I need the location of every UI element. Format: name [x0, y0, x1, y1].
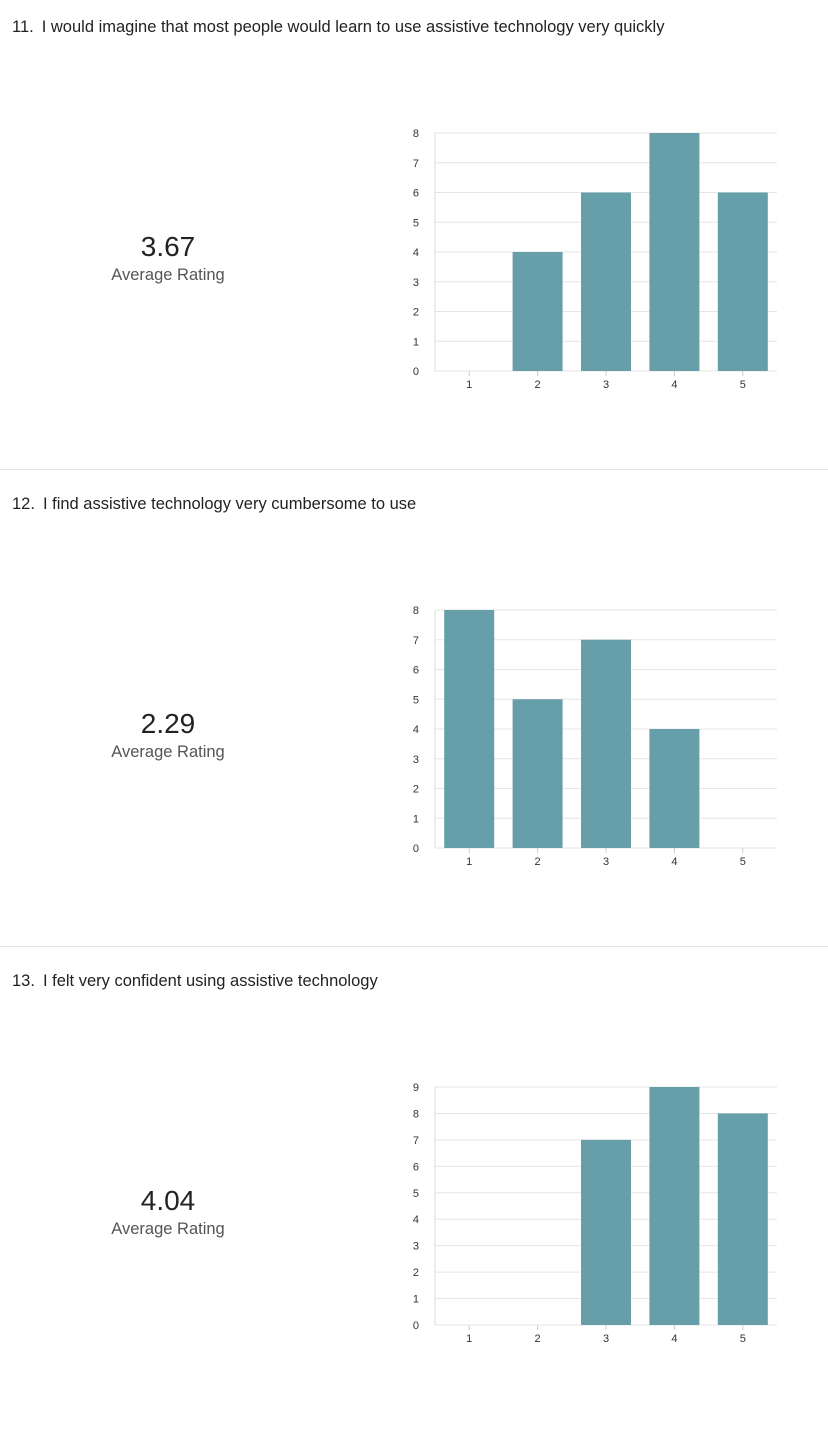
- y-tick-label: 7: [413, 158, 419, 170]
- question-number: 12.: [12, 495, 35, 513]
- average-value: 2.29: [140, 708, 196, 739]
- x-tick-label: 1: [466, 856, 472, 868]
- y-tick-label: 5: [413, 1188, 419, 1200]
- y-tick-label: 7: [413, 1135, 419, 1147]
- x-tick-label: 2: [535, 379, 541, 391]
- average-label: Average Rating: [111, 266, 225, 284]
- bar: [717, 192, 768, 371]
- bar: [649, 1087, 700, 1325]
- bar-chart-svg: 0 1 2 3 4 5 6 7 8 1 2 3 4 5: [413, 128, 777, 391]
- y-tick-label: 4: [413, 247, 419, 259]
- average-rating: 3.67 Average Rating: [68, 230, 268, 286]
- average-rating: 2.29 Average Rating: [68, 707, 268, 763]
- bar: [512, 699, 563, 848]
- y-tick-label: 2: [413, 307, 419, 319]
- question-13: 13. I felt very confident using assistive…: [0, 954, 828, 1431]
- x-tick-label: 5: [740, 1333, 746, 1345]
- average-rating: 4.04 Average Rating: [68, 1184, 268, 1240]
- bar: [717, 1113, 768, 1325]
- x-tick-label: 1: [466, 1333, 472, 1345]
- x-tick-label: 3: [603, 856, 609, 868]
- y-tick-label: 1: [413, 1294, 419, 1306]
- x-tick-label: 3: [603, 1333, 609, 1345]
- x-tick-label: 3: [603, 379, 609, 391]
- question-text: I felt very confident using assistive te…: [42, 972, 378, 990]
- question-text: I would imagine that most people would l…: [41, 18, 665, 36]
- bar-chart-svg: 0 1 2 3 4 5 6 7 8 1 2 3 4 5: [413, 605, 777, 868]
- x-tick-label: 4: [671, 379, 677, 391]
- question-number: 13.: [12, 972, 35, 990]
- bar: [444, 610, 495, 848]
- y-tick-label: 4: [413, 724, 419, 736]
- question-number: 11.: [12, 18, 34, 36]
- question-11: 11. I would imagine that most people woul…: [0, 0, 828, 477]
- bar: [512, 252, 563, 371]
- y-tick-label: 0: [413, 843, 419, 855]
- divider: [0, 469, 828, 470]
- rating-bar-chart: 0 1 2 3 4 5 6 7 8 9 1 2 3 4 5: [380, 1072, 800, 1362]
- x-tick-label: 5: [740, 379, 746, 391]
- bar: [581, 192, 631, 371]
- x-tick-label: 2: [535, 1333, 541, 1345]
- y-tick-label: 9: [413, 1082, 419, 1094]
- y-tick-label: 5: [413, 694, 419, 706]
- y-tick-label: 7: [413, 635, 419, 647]
- bar-chart-svg: 0 1 2 3 4 5 6 7 8 9 1 2 3 4 5: [413, 1082, 777, 1345]
- average-value: 3.67: [140, 231, 196, 262]
- average-value: 4.04: [140, 1185, 196, 1216]
- average-label: Average Rating: [111, 1220, 225, 1238]
- rating-bar-chart: 0 1 2 3 4 5 6 7 8 1 2 3 4 5: [380, 595, 800, 885]
- y-tick-label: 6: [413, 1161, 419, 1173]
- question-title: 11. I would imagine that most people woul…: [12, 18, 664, 37]
- y-tick-label: 4: [413, 1214, 419, 1226]
- average-label: Average Rating: [111, 743, 225, 761]
- y-tick-label: 8: [413, 128, 419, 140]
- x-tick-label: 4: [671, 1333, 677, 1345]
- divider: [0, 946, 828, 947]
- bar: [581, 639, 631, 848]
- y-tick-label: 0: [413, 1320, 419, 1332]
- y-tick-label: 6: [413, 665, 419, 677]
- y-tick-label: 3: [413, 277, 419, 289]
- y-tick-label: 3: [413, 754, 419, 766]
- x-tick-label: 1: [466, 379, 472, 391]
- y-tick-label: 2: [413, 784, 419, 796]
- rating-bar-chart: 0 1 2 3 4 5 6 7 8 1 2 3 4 5: [380, 118, 800, 408]
- y-tick-label: 8: [413, 1108, 419, 1120]
- question-text: I find assistive technology very cumbers…: [42, 495, 417, 513]
- question-title: 12. I find assistive technology very cumb…: [12, 495, 416, 514]
- bar: [581, 1139, 631, 1325]
- y-tick-label: 6: [413, 188, 419, 200]
- x-tick-label: 4: [671, 856, 677, 868]
- question-title: 13. I felt very confident using assistive…: [12, 972, 378, 991]
- x-tick-label: 2: [535, 856, 541, 868]
- y-tick-label: 2: [413, 1267, 419, 1279]
- y-tick-label: 8: [413, 605, 419, 617]
- y-tick-label: 5: [413, 217, 419, 229]
- y-tick-label: 3: [413, 1241, 419, 1253]
- question-12: 12. I find assistive technology very cumb…: [0, 477, 828, 954]
- x-tick-label: 5: [740, 856, 746, 868]
- bar: [649, 133, 700, 371]
- y-tick-label: 1: [413, 336, 419, 348]
- y-tick-label: 1: [413, 813, 419, 825]
- y-tick-label: 0: [413, 366, 419, 378]
- bar: [649, 729, 700, 848]
